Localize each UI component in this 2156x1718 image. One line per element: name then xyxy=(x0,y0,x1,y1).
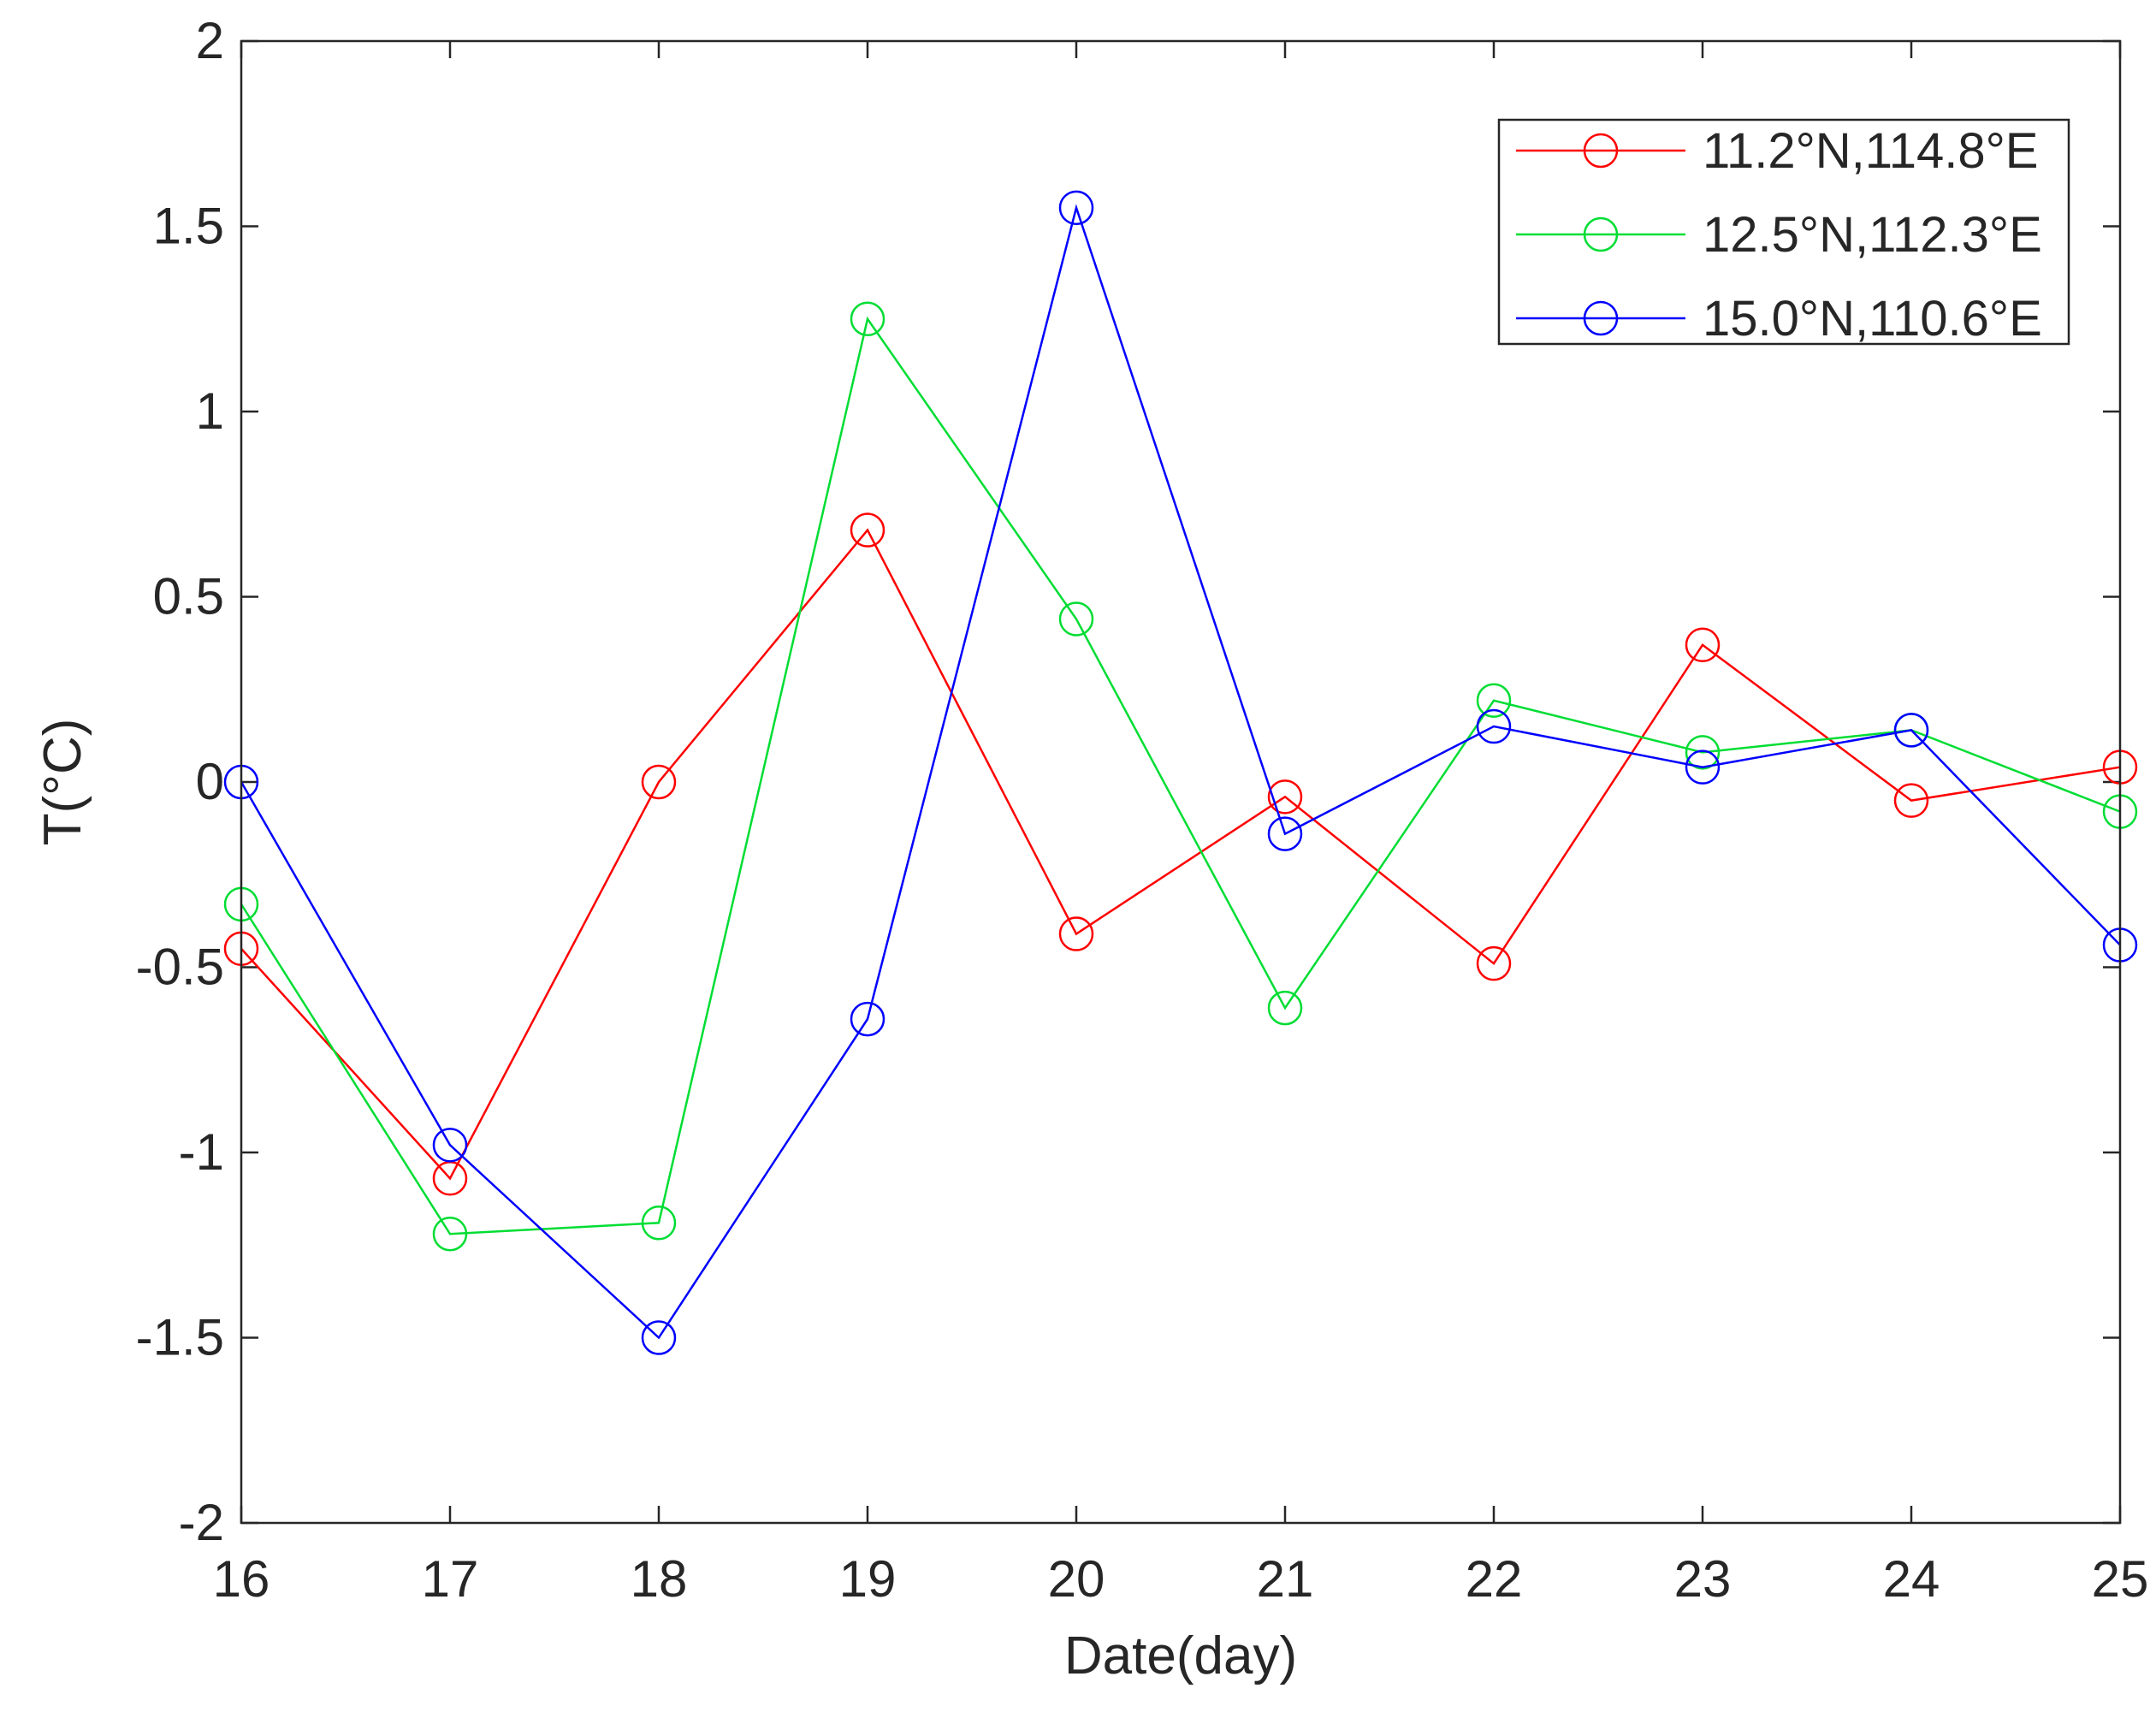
y-tick-label: -1.5 xyxy=(136,1309,224,1366)
legend-entry: 12.5°N,112.3°E xyxy=(1516,207,2042,263)
x-tick-label: 25 xyxy=(2092,1550,2149,1608)
data-point xyxy=(1058,916,1094,951)
data-point xyxy=(1685,735,1721,770)
data-point xyxy=(641,1320,677,1355)
legend: 11.2°N,114.8°E 12.5°N,112.3°E 15.0°N,110.6… xyxy=(1497,118,2070,347)
data-point xyxy=(1685,749,1721,785)
y-tick-label: -2 xyxy=(179,1494,224,1551)
axes-frame xyxy=(240,39,2122,1525)
x-axis-label: Date(day) xyxy=(1064,1626,1297,1685)
data-point xyxy=(1267,990,1303,1026)
data-point xyxy=(1476,945,1512,981)
legend-entry: 15.0°N,110.6°E xyxy=(1516,291,2042,347)
y-axis-label: T(°C) xyxy=(33,719,92,846)
data-point xyxy=(1267,779,1303,815)
data-point xyxy=(1476,683,1512,718)
x-tick-label: 16 xyxy=(213,1550,270,1608)
legend-marker xyxy=(1583,216,1619,252)
data-point xyxy=(432,1128,468,1163)
legend-label: 12.5°N,112.3°E xyxy=(1703,207,2042,263)
y-tick-label: 2 xyxy=(196,12,224,69)
legend-marker xyxy=(1583,133,1619,169)
y-tick-label: 0.5 xyxy=(153,568,224,625)
data-point xyxy=(1267,816,1303,851)
y-tick-label: -0.5 xyxy=(136,939,224,996)
x-axis: 16 17 18 19 20 21 22 23 24 25 xyxy=(213,41,2149,1608)
data-point xyxy=(1476,708,1512,744)
legend-label: 15.0°N,110.6°E xyxy=(1703,291,2042,347)
series-line xyxy=(240,204,2121,1340)
data-point xyxy=(641,1206,677,1241)
x-tick-label: 21 xyxy=(1257,1550,1314,1608)
data-point xyxy=(432,1217,468,1252)
x-tick-label: 23 xyxy=(1674,1550,1732,1608)
series-line xyxy=(240,316,2121,1235)
legend-marker xyxy=(1583,300,1619,336)
y-axis: -2 -1.5 -1 -0.5 0 0.5 1 1.5 2 xyxy=(136,12,2120,1551)
data-point xyxy=(641,764,677,800)
y-tick-label: 1.5 xyxy=(153,198,224,255)
data-point xyxy=(1893,713,1929,748)
y-tick-label: 1 xyxy=(196,382,224,440)
data-point xyxy=(850,1001,886,1037)
legend-box xyxy=(1497,118,2070,346)
data-point xyxy=(850,512,886,548)
data-point xyxy=(1893,783,1929,818)
legend-entry: 11.2°N,114.8°E xyxy=(1516,123,2039,179)
x-tick-label: 17 xyxy=(422,1550,479,1608)
data-point xyxy=(1058,601,1094,637)
data-point xyxy=(1058,190,1094,226)
y-tick-label: -1 xyxy=(179,1123,224,1181)
x-tick-label: 20 xyxy=(1048,1550,1105,1608)
x-tick-label: 19 xyxy=(839,1550,897,1608)
series-2 xyxy=(223,301,2138,1252)
data-point xyxy=(1685,627,1721,663)
series-line xyxy=(240,528,2121,1181)
x-tick-label: 18 xyxy=(631,1550,688,1608)
y-tick-label: 0 xyxy=(196,753,224,810)
legend-label: 11.2°N,114.8°E xyxy=(1703,123,2039,179)
x-tick-label: 22 xyxy=(1466,1550,1523,1608)
data-point xyxy=(850,301,886,336)
x-tick-label: 24 xyxy=(1883,1550,1940,1608)
